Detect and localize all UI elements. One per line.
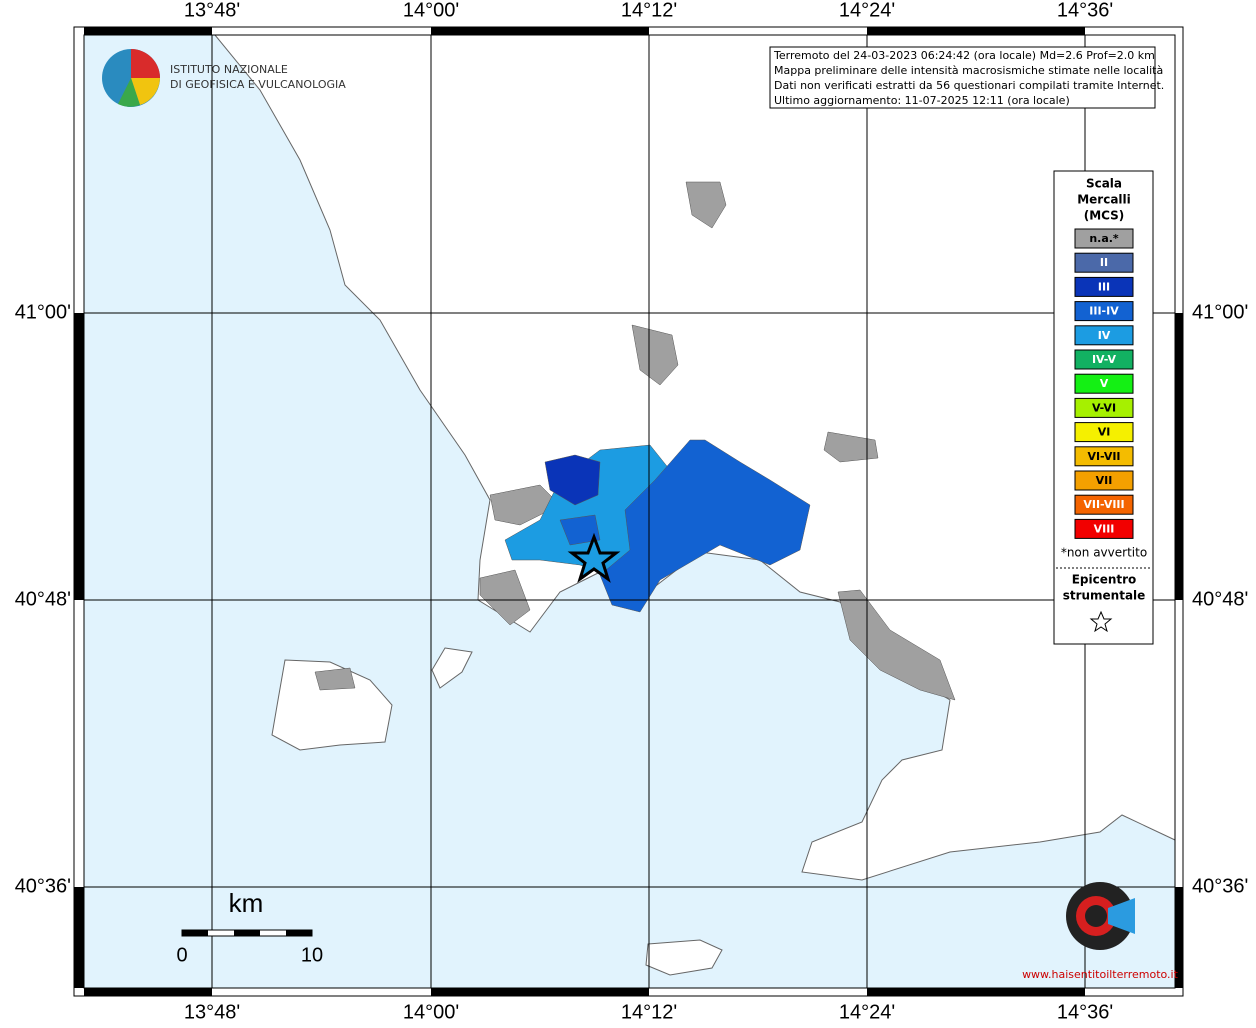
info-line: Terremoto del 24-03-2023 06:24:42 (ora l… [773, 49, 1155, 62]
legend-swatch [1074, 301, 1134, 322]
lon-label: 14°24' [839, 1001, 895, 1023]
legend-swatch [1074, 349, 1134, 370]
scale-bar: km 0 10 [176, 888, 323, 966]
legend-note: *non avvertito [1061, 546, 1147, 560]
scale-min: 0 [176, 944, 187, 966]
legend-title: Mercalli [1077, 193, 1131, 207]
legend-swatch [1074, 325, 1134, 346]
lon-label: 14°24' [839, 0, 895, 21]
legend-label: V [1100, 377, 1109, 390]
legend-label: III-IV [1089, 305, 1119, 318]
legend-star [1089, 610, 1113, 633]
lon-label: 13°48' [184, 1001, 240, 1023]
lat-label: 41°00' [15, 301, 71, 323]
legend-label: IV [1098, 329, 1111, 342]
info-line: Dati non verificati estratti da 56 quest… [774, 79, 1164, 92]
legend-label: VI [1098, 426, 1111, 439]
lat-label: 40°48' [15, 588, 71, 610]
sea [83, 34, 1176, 989]
area-na [685, 181, 727, 229]
legend-label: VII-VIII [1083, 498, 1124, 511]
legend-swatch [1074, 446, 1134, 467]
info-box [769, 46, 1156, 109]
capri [645, 939, 723, 976]
area-na [479, 569, 531, 626]
legend-label: n.a.* [1089, 232, 1119, 245]
logo-text: ISTITUTO NAZIONALE [170, 63, 288, 76]
legend-swatch [1074, 252, 1134, 273]
lon-label: 13°48' [184, 0, 240, 21]
legend-label: VIII [1094, 522, 1115, 535]
lon-label: 14°36' [1057, 0, 1113, 21]
legend-swatch [1074, 494, 1134, 515]
logo-text: DI GEOFISICA E VULCANOLOGIA [170, 78, 346, 91]
legend-swatch [1074, 397, 1134, 418]
epicenter [567, 532, 621, 583]
legend-epicenter: Epicentro [1072, 573, 1137, 587]
legend-swatch [1074, 276, 1134, 297]
info-line: Ultimo aggiornamento: 11-07-2025 12:11 (… [774, 94, 1070, 107]
legend-title: Scala [1086, 177, 1122, 191]
legend: ScalaMercalli(MCS)n.a.*IIIIIIII-IVIVIV-V… [1056, 177, 1151, 633]
legend-epicenter: strumentale [1063, 589, 1146, 603]
lon-label: 14°00' [403, 0, 459, 21]
legend-label: II [1100, 256, 1108, 269]
area-na [631, 324, 679, 386]
scale-max: 10 [301, 944, 323, 966]
lon-label: 14°12' [621, 0, 677, 21]
badge: www.haisentitoilterremoto.it [1022, 882, 1179, 981]
legend-swatch [1074, 422, 1134, 443]
info-text: Terremoto del 24-03-2023 06:24:42 (ora l… [773, 49, 1164, 107]
legend-label: VII [1096, 474, 1113, 487]
municipalities [314, 181, 956, 701]
lat-label: 40°48' [1192, 588, 1248, 610]
area-iii-iv [559, 514, 601, 546]
area-na [314, 667, 356, 691]
lon-label: 14°36' [1057, 1001, 1113, 1023]
lon-label: 14°12' [621, 1001, 677, 1023]
info-line: Mappa preliminare delle intensità macros… [774, 64, 1163, 77]
area-iii [544, 454, 601, 506]
legend-swatch [1074, 373, 1134, 394]
lat-label: 41°00' [1192, 301, 1248, 323]
legend-label: V-VI [1092, 401, 1116, 414]
scale-unit: km [229, 888, 264, 918]
legend-label: IV-V [1092, 353, 1117, 366]
procida [431, 647, 473, 689]
legend-swatch [1074, 518, 1134, 539]
lat-label: 40°36' [15, 875, 71, 897]
axis-labels: 13°48' 13°48' 14°00' 14°00' 14°12' 14°12' 14°2… [15, 0, 1249, 1023]
legend-label: III [1098, 280, 1110, 293]
lon-label: 14°00' [403, 1001, 459, 1023]
area-iii-iv [599, 439, 811, 613]
legend-label: VI-VII [1087, 450, 1120, 463]
frame [73, 26, 1184, 997]
badge-text: www.haisentitoilterremoto.it [1022, 968, 1179, 981]
ingv-logo: ISTITUTO NAZIONALE DI GEOFISICA E VULCAN… [102, 49, 346, 107]
area-na [489, 484, 561, 526]
legend-title: (MCS) [1084, 209, 1125, 223]
legend-swatch [1074, 470, 1134, 491]
legend-swatch [1074, 228, 1134, 249]
lat-label: 40°36' [1192, 875, 1248, 897]
